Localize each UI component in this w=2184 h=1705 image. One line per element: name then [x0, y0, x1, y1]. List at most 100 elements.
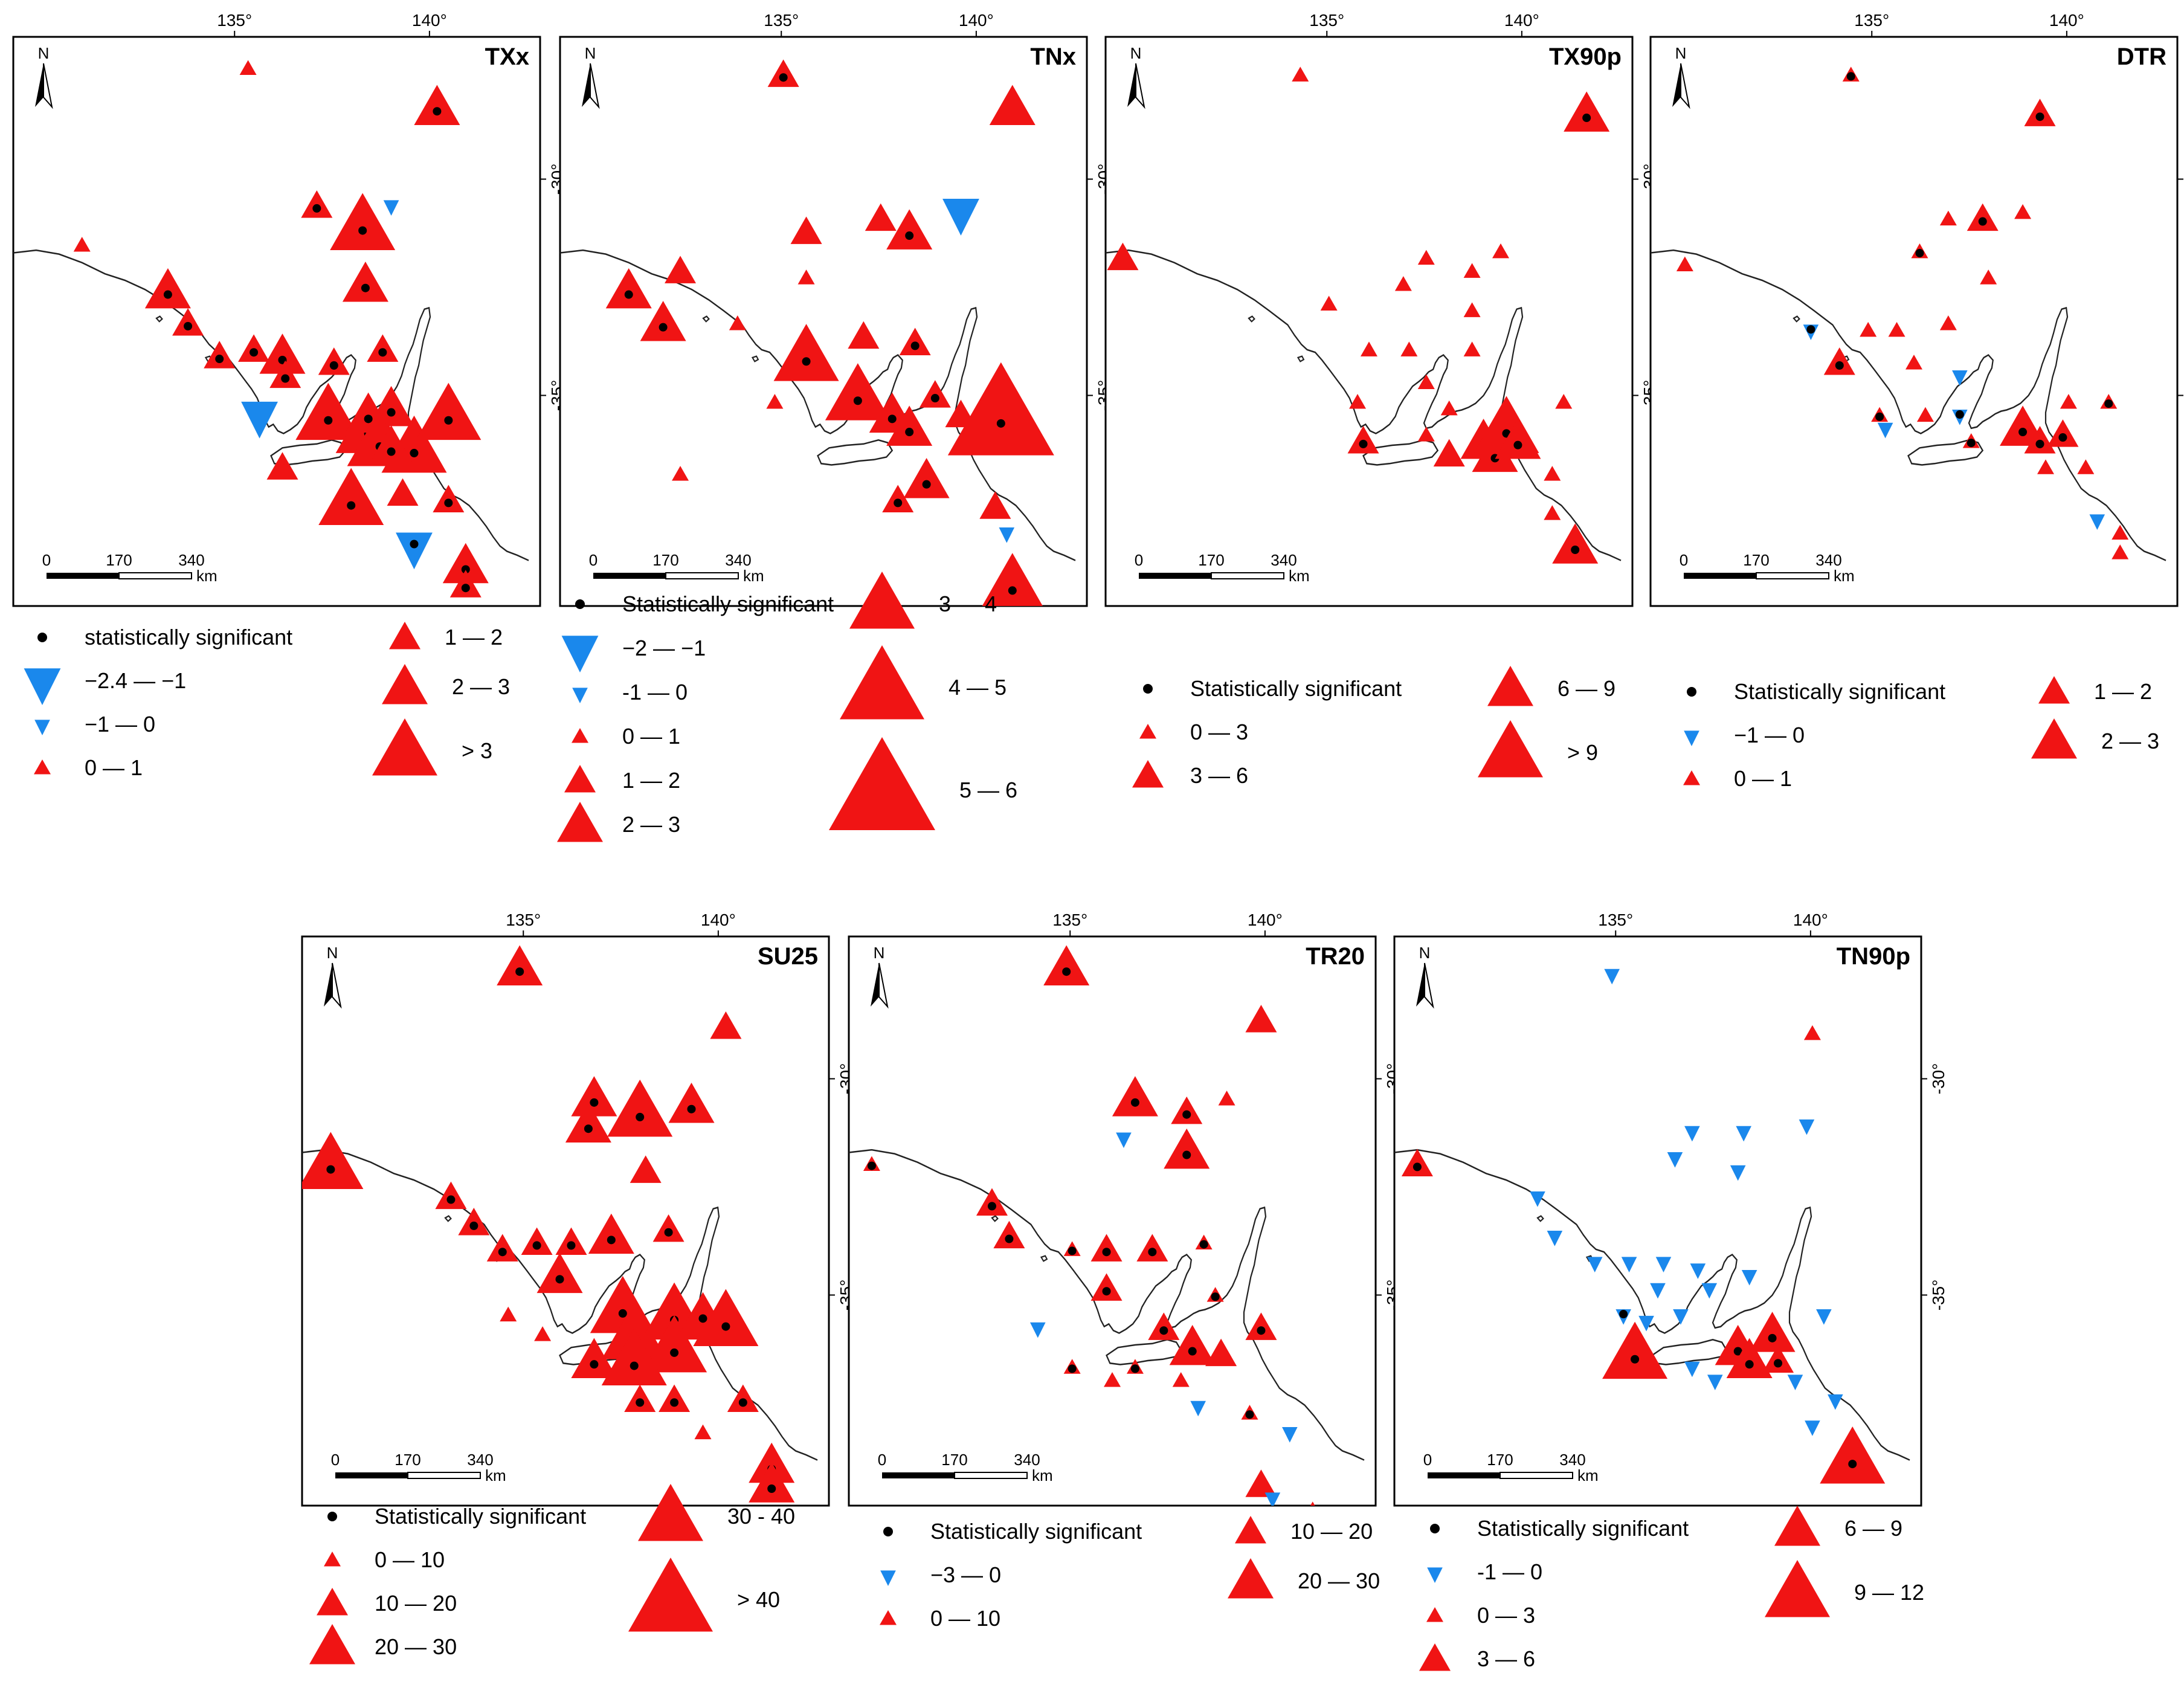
legend-label: 0 — 1: [1734, 766, 1792, 791]
north-label: N: [1419, 944, 1431, 962]
significance-dot: [184, 321, 193, 330]
legend-increase-marker: [372, 718, 437, 776]
legend-label: -1 — 0: [622, 680, 688, 704]
scale-bar-label: 340: [178, 551, 204, 569]
longitude-tick-label: 135°: [506, 911, 541, 929]
increase-trend-marker: [1417, 427, 1435, 442]
legend-TNx: Statistically significant −2 — −1 -1 — 0 0 …: [557, 572, 1017, 842]
increase-trend-marker: [694, 1424, 712, 1440]
longitude-tick-label: 135°: [217, 11, 252, 30]
increase-trend-marker: [295, 382, 361, 440]
scale-bar-unit: km: [1032, 1466, 1053, 1484]
significance-dot: [1068, 1246, 1077, 1255]
decrease-trend-marker: [1799, 1119, 1815, 1135]
increase-trend-marker: [1171, 1096, 1203, 1124]
significance-dot: [1182, 1150, 1191, 1159]
increase-trend-marker: [1400, 341, 1418, 356]
significance-dot: [1768, 1333, 1777, 1342]
significance-dot: [1182, 1110, 1191, 1119]
significance-dot: [767, 1484, 776, 1494]
increase-trend-marker: [330, 193, 396, 250]
increase-trend-marker: [1905, 354, 1922, 370]
increase-trend-marker: [2112, 524, 2129, 540]
decrease-trend-marker: [241, 401, 278, 439]
legend-TR20: Statistically significant −3 — 0 0 — 10 10 …: [880, 1516, 1380, 1631]
significance-dot: [1915, 248, 1924, 257]
decrease-trend-marker: [1736, 1126, 1751, 1142]
legend-label: 30 - 40: [727, 1504, 795, 1529]
increase-trend-marker: [2014, 204, 2032, 219]
map-frame: [1104, 36, 1634, 607]
significance-dot: [469, 1221, 478, 1230]
significance-dot: [347, 501, 356, 510]
increase-trend-marker: [1090, 1234, 1123, 1262]
increase-trend-marker: [1433, 439, 1465, 467]
decrease-trend-marker: [2089, 514, 2105, 530]
decrease-trend-marker: [383, 200, 399, 216]
legend-label: 2 — 3: [2101, 729, 2159, 753]
legend-increase-marker: [1774, 1506, 1820, 1546]
decrease-trend-marker: [1741, 1270, 1757, 1286]
legend-label: 9 — 12: [1854, 1580, 1924, 1605]
increase-trend-marker: [458, 1207, 490, 1236]
increase-trend-marker: [435, 1181, 467, 1210]
legend-decrease-marker: [572, 688, 588, 703]
increase-trend-marker: [1043, 945, 1090, 985]
panel-title: TNx: [1030, 44, 1076, 70]
legend-TN90p: Statistically significant -1 — 0 0 — 3 3 — …: [1419, 1506, 1924, 1671]
significance-dot: [1967, 439, 1976, 448]
increase-trend-marker: [172, 308, 204, 336]
decrease-trend-marker: [1816, 1309, 1832, 1325]
legend-label: 3 — 6: [1190, 763, 1248, 788]
decrease-trend-marker: [1952, 370, 1968, 386]
scale-bar-black: [335, 1472, 408, 1478]
increase-trend-marker: [239, 60, 257, 75]
legend-label: Statistically significant: [1190, 676, 1402, 701]
significance-dot: [670, 1398, 679, 1407]
scale-bar-label: 340: [725, 551, 751, 569]
increase-trend-marker: [749, 1462, 795, 1503]
legend-increase-marker: [1132, 760, 1164, 788]
significance-dot: [1835, 361, 1844, 370]
scale-bar-black: [593, 573, 666, 579]
increase-trend-marker: [2060, 393, 2077, 409]
legend-DTR: Statistically significant −1 — 0 0 — 1 1 — …: [1683, 676, 2159, 791]
increase-trend-marker: [2037, 459, 2054, 474]
increase-trend-marker: [204, 341, 236, 369]
legend-decrease-marker: [1684, 730, 1699, 746]
legend-label: 3 — 6: [1477, 1646, 1535, 1671]
scale-bar-white: [1211, 572, 1284, 579]
scale-bar-label: 170: [106, 551, 132, 569]
increase-trend-marker: [2024, 98, 2056, 126]
legend-label: −2.4 — −1: [85, 668, 186, 693]
significance-dot: [905, 428, 914, 437]
legend-increase-marker: [2038, 676, 2070, 704]
scale-bar-black: [1684, 573, 1756, 579]
panel-title: TX90p: [1549, 44, 1622, 70]
increase-trend-marker: [1292, 66, 1309, 82]
legend-label: -1 — 0: [1477, 1559, 1542, 1584]
north-arrow-icon-right: [1135, 63, 1145, 109]
legend-label: 1 — 2: [2094, 679, 2152, 704]
significance-dot: [867, 1161, 876, 1170]
legend-label: 0 — 10: [375, 1547, 445, 1572]
significance-dot: [779, 73, 788, 82]
north-arrow-icon: [1672, 63, 1681, 107]
legend-increase-marker: [34, 759, 51, 775]
significance-dot: [387, 447, 396, 456]
increase-trend-marker: [1463, 263, 1481, 278]
significance-dot: [996, 419, 1005, 428]
increase-trend-marker: [144, 268, 191, 309]
map-frame: [301, 935, 830, 1507]
decrease-trend-marker: [1116, 1132, 1132, 1149]
significance-dot: [1130, 1364, 1139, 1373]
latitude-tick-label: -35°: [1929, 1280, 1948, 1311]
panel-title: TN90p: [1837, 943, 1910, 970]
increase-trend-marker: [2000, 405, 2046, 446]
increase-trend-marker: [449, 570, 482, 598]
significance-dot: [532, 1241, 541, 1250]
increase-trend-marker: [301, 190, 333, 218]
legend-label: > 9: [1567, 740, 1598, 765]
significance-dot: [461, 584, 470, 593]
